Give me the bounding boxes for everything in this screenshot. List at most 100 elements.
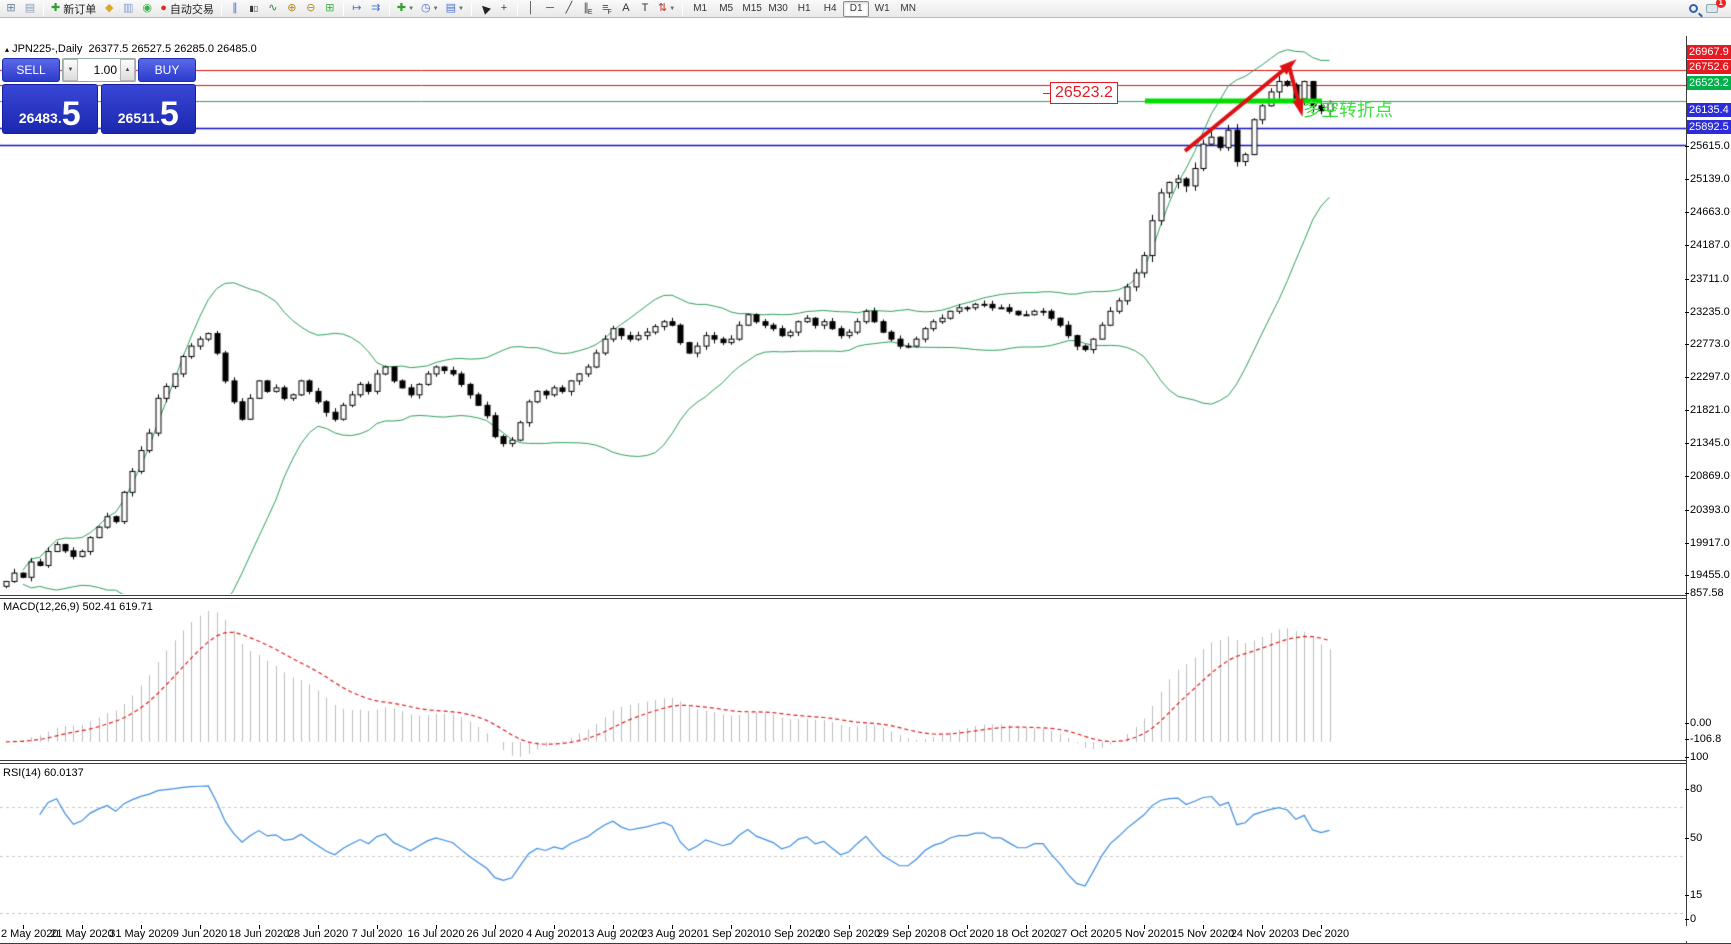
fibonacci-icon[interactable]: ≡ F [602, 2, 612, 16]
trendline-icon[interactable]: ╱ [565, 2, 573, 14]
date-tick [1085, 925, 1086, 929]
toolbar: ⊞ ▤ ✚ 新订单 ◆ ▥ ◉ ● 自动交易 ∥ ▮▯ ∿ ⊕ ⊖ ⊞ ↦ ⇉ ✚ ▼ ◷ ▼ ▤ ▼ ▶ + │ ─ ╱ ∥ E ≡ F A T… [0, 0, 1731, 18]
timeframe-m5[interactable]: M5 [719, 3, 734, 14]
new-chart-icon[interactable]: ⊞ [6, 2, 16, 14]
chart-profile-icon[interactable]: ▤ [24, 2, 36, 14]
date-tick [259, 925, 260, 929]
date-axis[interactable]: 2 May 2020 21 May 2020 31 May 2020 9 Jun 20… [0, 925, 1731, 941]
indicators-icon[interactable]: ✚ ▼ [396, 2, 415, 14]
timeframe-h1[interactable]: H1 [797, 3, 811, 14]
timeframe-m1[interactable]: M1 [693, 3, 708, 14]
price-level-annotation[interactable]: 26523.2 [1043, 81, 1118, 104]
price-tick-label: 21345.0 [1685, 437, 1730, 450]
horizontal-line-icon[interactable]: ─ [546, 2, 554, 14]
tile-windows-icon[interactable]: ⊞ [325, 2, 335, 14]
date-label: 1 Sep 2020 [702, 928, 760, 940]
zoom-out-icon[interactable]: ⊖ [306, 2, 316, 14]
volume-input[interactable] [78, 59, 120, 81]
channel-icon[interactable]: ∥ E [583, 2, 593, 16]
bar-chart-icon[interactable]: ∥ [232, 2, 238, 14]
macd-axis-label: 857.58 [1685, 587, 1724, 599]
rsi-panel-canvas[interactable] [0, 764, 1686, 942]
arrows-icon[interactable]: ⇅ ▼ [657, 2, 676, 14]
bid-dot: . [57, 110, 62, 126]
date-tick [1262, 925, 1263, 929]
ask-price-display[interactable]: 26511 . 5 [100, 84, 196, 134]
ask-main: 26511 [117, 110, 156, 126]
price-tick-label: 20393.0 [1685, 503, 1730, 516]
text-icon[interactable]: A [622, 2, 630, 14]
date-label: 2 May 2020 [1, 928, 59, 940]
charts-icon[interactable]: ◆ [104, 2, 114, 14]
date-tick [967, 925, 968, 929]
timeframe-h4[interactable]: H4 [823, 3, 837, 14]
price-axis[interactable]: 25615.0 25139.0 24663.0 24187.0 23711.0 23235… [1684, 0, 1731, 925]
rsi-label: RSI(14) 60.0137 [3, 767, 84, 779]
bid-pip: 5 [61, 95, 81, 134]
vertical-line-icon[interactable]: │ [527, 2, 535, 14]
sell-button[interactable]: SELL [2, 58, 60, 82]
chart-shift-icon[interactable]: ⇉ [371, 2, 381, 14]
zoom-in-icon[interactable]: ⊕ [287, 2, 297, 14]
auto-trading-button[interactable]: ● 自动交易 [160, 2, 214, 16]
price-tick-label: 22773.0 [1685, 337, 1730, 350]
date-label: 29 Sep 2020 [876, 928, 940, 940]
turning-point-annotation[interactable]: 多空转折点 [1303, 100, 1393, 120]
signals-icon[interactable]: ◉ [142, 2, 153, 14]
rsi-axis-label: 15 [1684, 888, 1703, 901]
date-label: 10 Sep 2020 [758, 928, 822, 940]
line-chart-icon[interactable]: ∿ [268, 2, 278, 14]
date-label: 31 May 2020 [109, 928, 173, 940]
timeframe-d1[interactable]: D1 [843, 0, 870, 17]
chart-window[interactable]: ▴ JPN225-,Daily 26377.5 26527.5 26285.0 … [0, 18, 1731, 944]
date-tick [613, 925, 614, 929]
date-label: 8 Oct 2020 [940, 928, 994, 940]
date-tick [377, 925, 378, 929]
date-label: 4 Aug 2020 [526, 928, 582, 940]
macd-panel-canvas[interactable] [0, 600, 1686, 759]
profiles-icon[interactable]: ▥ [123, 2, 134, 14]
timeframe-m30[interactable]: M30 [768, 3, 788, 14]
price-tick-label: 25615.0 [1685, 139, 1730, 152]
candlestick-icon[interactable]: ▮▯ [249, 3, 259, 13]
new-order-button[interactable]: ✚ 新订单 [51, 2, 97, 16]
price-level-badge: 26752.6 [1687, 59, 1731, 74]
volume-up-button[interactable]: ▲ [120, 59, 135, 81]
date-tick [731, 925, 732, 929]
templates-icon[interactable]: ▤ ▼ [445, 2, 464, 14]
crosshair-icon[interactable]: + [500, 2, 508, 14]
date-label: 20 Sep 2020 [817, 928, 881, 940]
bid-main: 26483 [18, 110, 58, 126]
macd-axis-label: 0.00 [1684, 717, 1712, 729]
date-label: 3 Dec 2020 [1292, 928, 1350, 940]
text-label-icon[interactable]: T [641, 2, 649, 14]
price-tick-label: 19917.0 [1685, 536, 1730, 549]
date-label: 18 Jun 2020 [228, 928, 290, 940]
ohlc-close: 26485.0 [217, 43, 257, 55]
search-icon[interactable] [1684, 1, 1702, 17]
price-level-badge: 25892.5 [1687, 119, 1731, 134]
macd-axis-label: -106.8 [1684, 733, 1722, 745]
date-label: 26 Jul 2020 [466, 928, 524, 940]
timeframe-w1[interactable]: W1 [874, 3, 890, 14]
date-tick [1144, 925, 1145, 929]
cursor-icon[interactable]: ▶ [477, 1, 492, 17]
timeframe-m15[interactable]: M15 [742, 3, 762, 14]
symbol-marker: ▴ [5, 45, 10, 54]
bid-price-display[interactable]: 26483 . 5 [2, 84, 98, 134]
price-chart-canvas[interactable] [0, 36, 1686, 594]
price-level-badge: 26135.4 [1687, 102, 1731, 117]
notifications-icon[interactable]: 1 [1703, 0, 1726, 17]
buy-button[interactable]: BUY [138, 58, 196, 82]
date-tick [495, 925, 496, 929]
periods-icon[interactable]: ◷ ▼ [421, 2, 439, 14]
price-level-badge: 26967.9 [1687, 44, 1731, 59]
date-label: 15 Nov 2020 [1171, 928, 1235, 940]
price-tick-label: 23711.0 [1685, 272, 1729, 285]
rsi-axis-label: 50 [1684, 832, 1703, 844]
auto-scroll-icon[interactable]: ↦ [352, 2, 362, 14]
volume-down-button[interactable]: ▼ [63, 59, 78, 81]
price-tick-label: 19455.0 [1685, 568, 1730, 581]
date-tick [790, 925, 791, 929]
timeframe-mn[interactable]: MN [900, 3, 916, 14]
